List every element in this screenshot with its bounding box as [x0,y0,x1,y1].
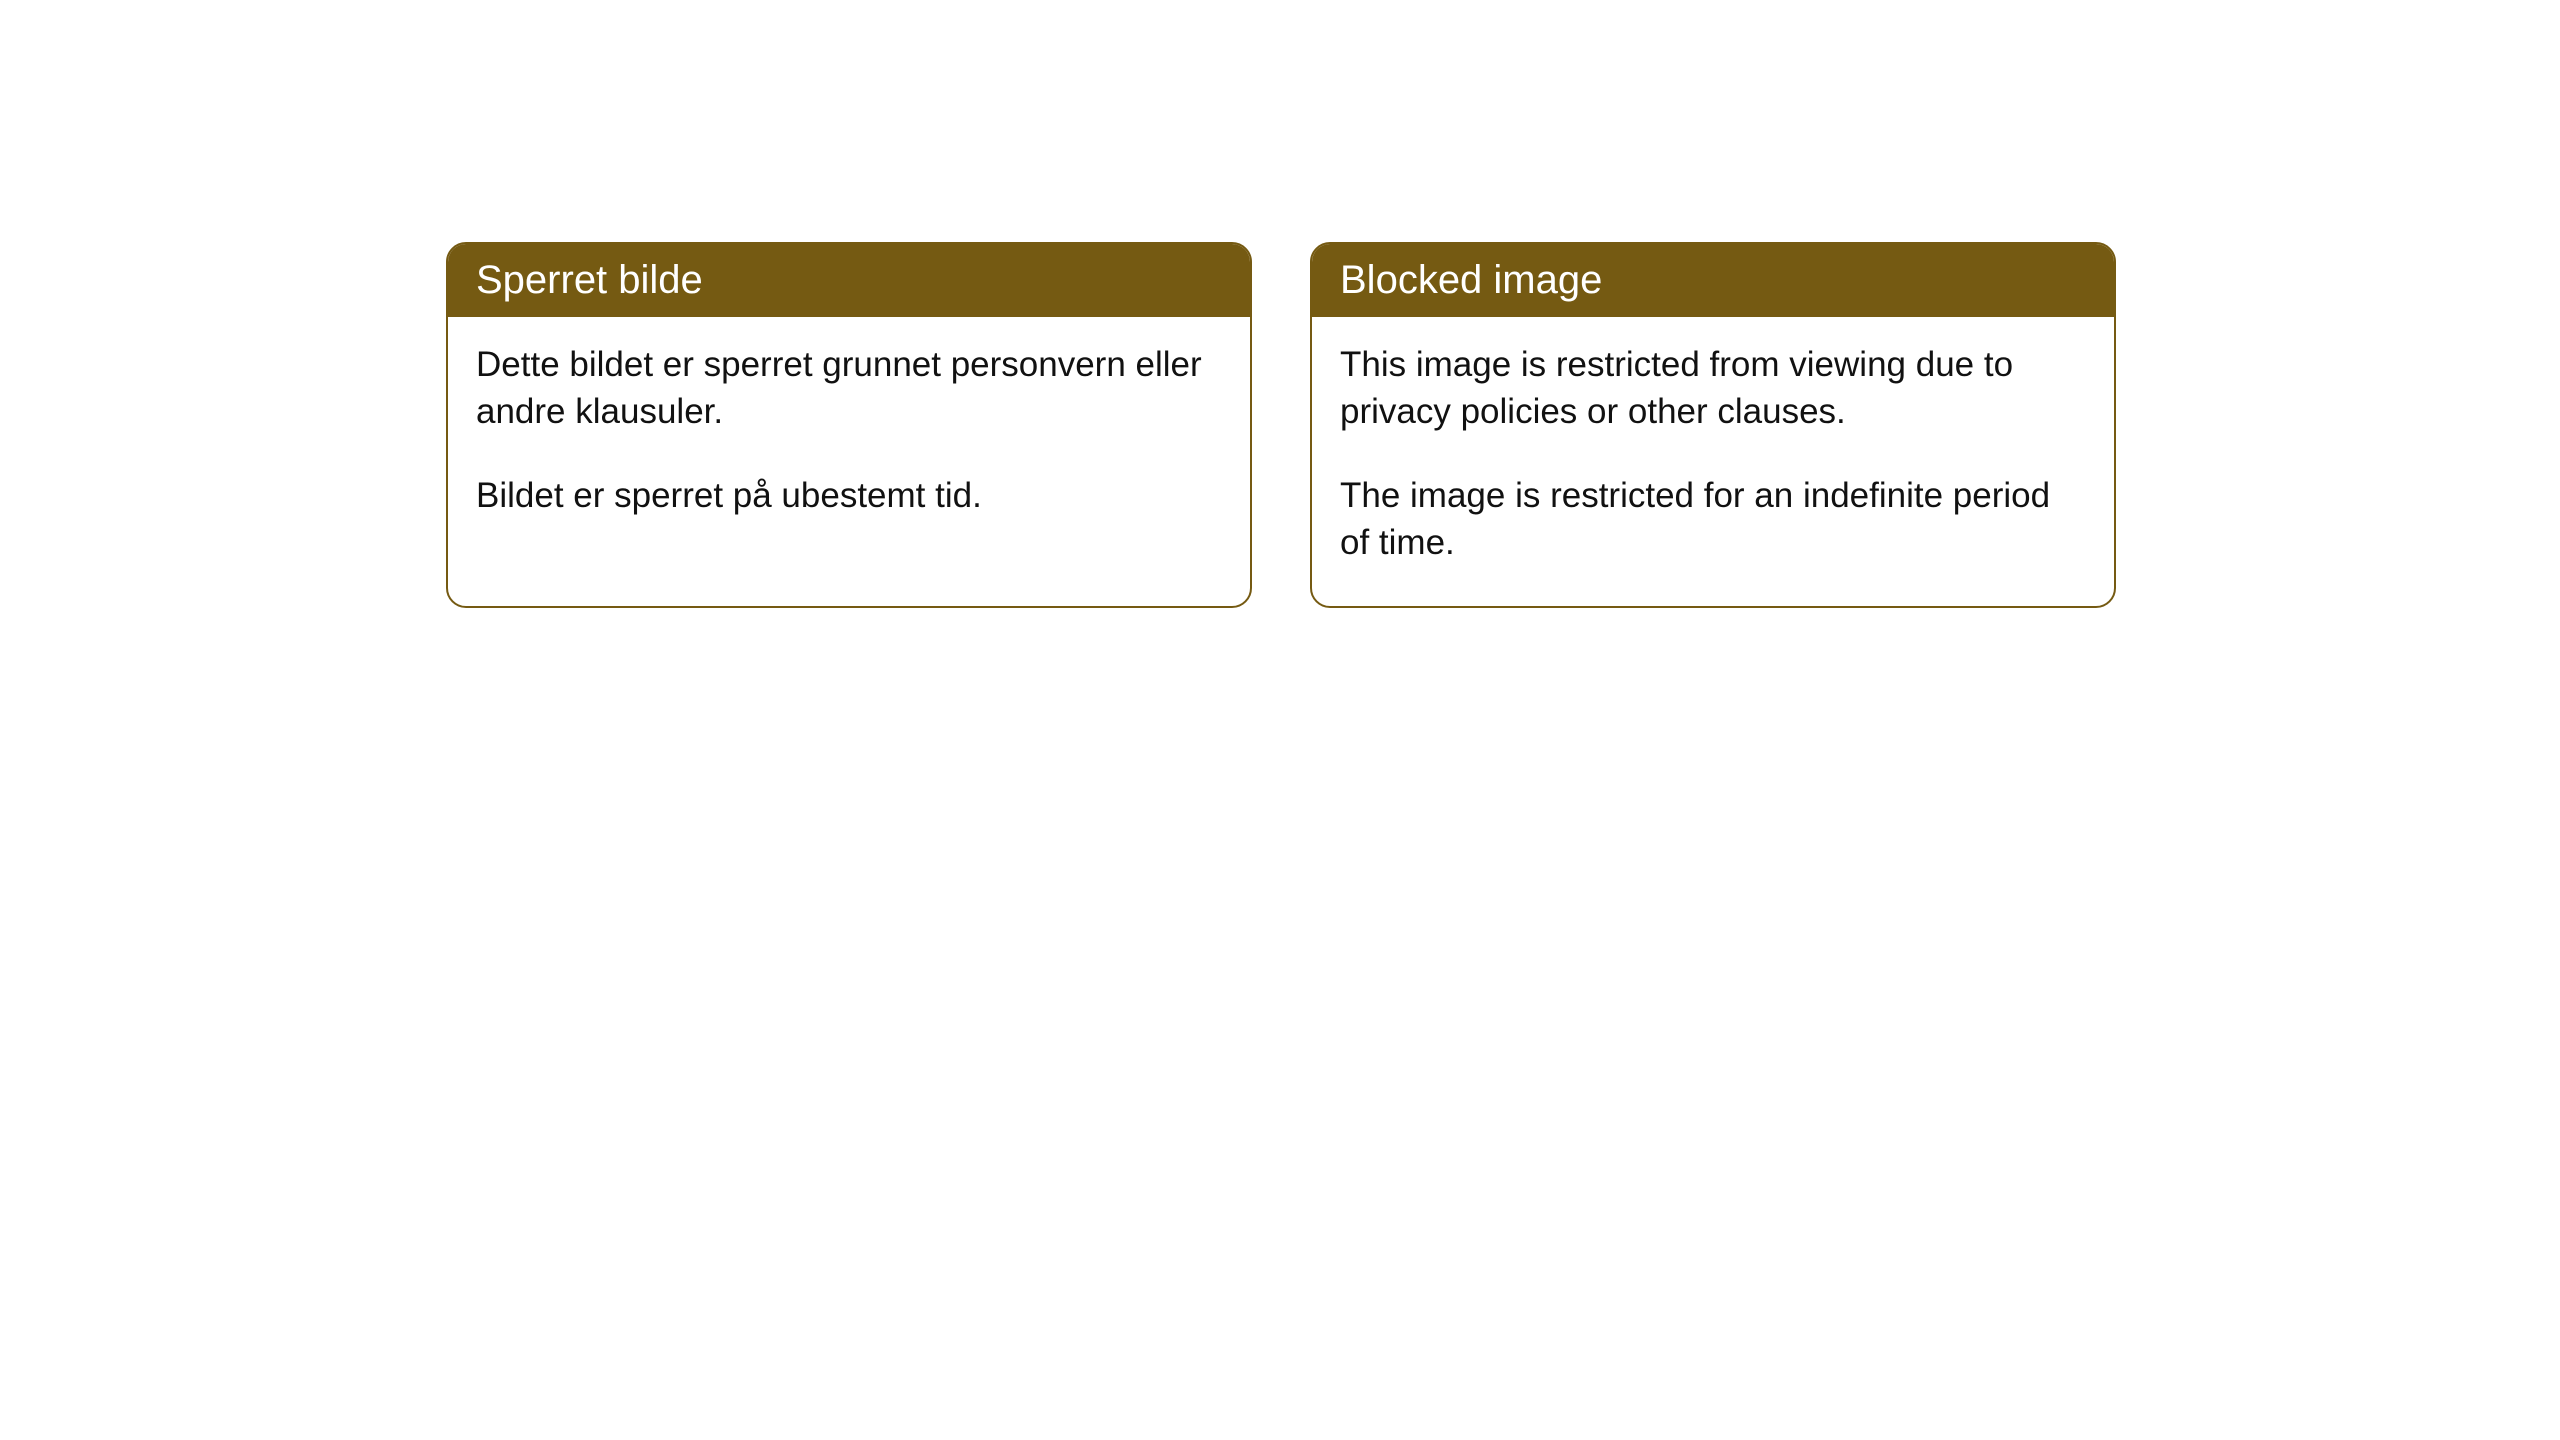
card-body-norwegian: Dette bildet er sperret grunnet personve… [448,317,1250,559]
card-title: Sperret bilde [476,258,703,302]
notice-cards-container: Sperret bilde Dette bildet er sperret gr… [446,242,2116,608]
card-body-english: This image is restricted from viewing du… [1312,317,2114,606]
card-paragraph: The image is restricted for an indefinit… [1340,472,2086,567]
card-title: Blocked image [1340,258,1602,302]
card-paragraph: This image is restricted from viewing du… [1340,341,2086,436]
card-paragraph: Dette bildet er sperret grunnet personve… [476,341,1222,436]
card-header-norwegian: Sperret bilde [448,244,1250,317]
card-paragraph: Bildet er sperret på ubestemt tid. [476,472,1222,519]
notice-card-english: Blocked image This image is restricted f… [1310,242,2116,608]
notice-card-norwegian: Sperret bilde Dette bildet er sperret gr… [446,242,1252,608]
card-header-english: Blocked image [1312,244,2114,317]
